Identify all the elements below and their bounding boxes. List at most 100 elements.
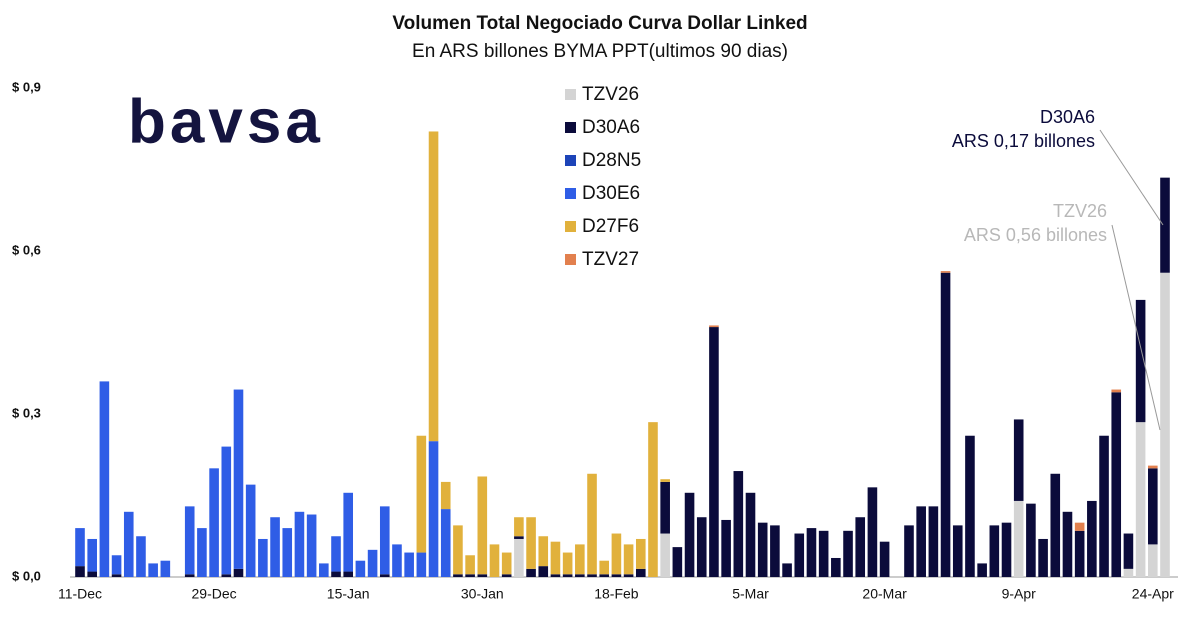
- bar-segment: [745, 492, 756, 577]
- bar-segment: [818, 530, 829, 577]
- bar-segment: [75, 528, 85, 567]
- bar-segment: [111, 555, 122, 575]
- bar-segment: [1111, 389, 1122, 393]
- bar-segment: [233, 568, 244, 577]
- bar-segment: [831, 557, 841, 577]
- bar-segment: [721, 519, 731, 577]
- bar-segment: [221, 446, 232, 575]
- bar-segment: [1148, 465, 1158, 469]
- bar-segment: [770, 525, 780, 577]
- legend-swatch: [565, 122, 576, 133]
- bar-segment: [1099, 435, 1109, 577]
- bar-segment: [1062, 511, 1073, 577]
- bar-segment: [855, 517, 866, 577]
- bar-segment: [660, 479, 670, 482]
- x-tick-label: 5-Mar: [732, 586, 769, 602]
- bar-segment: [806, 528, 817, 577]
- bar-segment: [940, 272, 951, 577]
- bar-segment: [965, 435, 975, 577]
- bar-segment: [428, 131, 439, 442]
- bar-segment: [1148, 468, 1158, 545]
- bar-segment: [1123, 533, 1134, 569]
- bar-segment: [184, 574, 195, 577]
- bar-segment: [75, 566, 85, 577]
- legend-label: D28N5: [582, 150, 641, 171]
- bar-segment: [319, 563, 329, 577]
- y-tick-label: $ 0,3: [12, 405, 41, 420]
- x-tick-label: 20-Mar: [862, 586, 907, 602]
- bar-segment: [440, 509, 451, 577]
- bar-segment: [550, 541, 561, 575]
- x-tick-label: 30-Jan: [461, 586, 504, 602]
- bar-segment: [587, 473, 597, 575]
- y-tick-label: $ 0,9: [12, 79, 41, 94]
- chart-title: Volumen Total Negociado Curva Dollar Lin…: [392, 13, 807, 34]
- legend-swatch: [565, 155, 576, 166]
- bar-segment: [477, 574, 488, 577]
- bar-segment: [1111, 392, 1122, 577]
- annotation: D30A6: [1040, 107, 1095, 127]
- bar-segment: [1148, 544, 1158, 577]
- bar-segment: [501, 574, 512, 577]
- bar-segment: [599, 574, 610, 577]
- bar-segment: [928, 506, 939, 577]
- bar-segment: [562, 574, 573, 577]
- annotation-leader: [1099, 129, 1164, 226]
- bar-segment: [526, 568, 536, 577]
- bar-segment: [611, 574, 622, 577]
- y-tick-label: $ 0,6: [12, 242, 41, 257]
- bar-segment: [379, 506, 390, 575]
- bar-segment: [709, 327, 719, 577]
- bar-segment: [904, 525, 914, 577]
- bar-segment: [538, 566, 549, 577]
- bar-segment: [1001, 522, 1012, 577]
- bar-segment: [379, 574, 390, 577]
- bar-segment: [660, 481, 670, 534]
- bar-segment: [331, 536, 341, 572]
- bar-segment: [477, 476, 488, 575]
- bar-segment: [367, 549, 378, 577]
- bar-segment: [538, 536, 549, 567]
- bar-segment: [355, 560, 366, 577]
- bar-segment: [416, 552, 427, 577]
- legend-label: D27F6: [582, 216, 639, 237]
- bar-segment: [465, 555, 475, 575]
- bar-segment: [940, 271, 951, 273]
- bar-segment: [1074, 530, 1085, 577]
- bar-segment: [221, 574, 232, 577]
- bar-segment: [343, 492, 354, 572]
- bar-segment: [343, 571, 354, 577]
- bar-segment: [1135, 422, 1146, 577]
- x-tick-label: 11-Dec: [58, 586, 102, 602]
- legend-label: TZV27: [582, 249, 639, 270]
- bar-segment: [562, 552, 573, 575]
- bar-segment: [709, 325, 719, 328]
- bar-segment: [282, 528, 293, 577]
- bar-segment: [1038, 538, 1048, 577]
- bar-segment: [587, 574, 597, 577]
- bar-segment: [733, 471, 744, 577]
- bar-segment: [794, 533, 805, 577]
- bar-segment: [514, 536, 524, 539]
- bar-segment: [136, 536, 146, 577]
- bar-segment: [428, 441, 439, 577]
- bar-segment: [1026, 503, 1036, 577]
- bar-segment: [660, 533, 670, 577]
- bar-segment: [672, 547, 683, 577]
- bar-segment: [209, 468, 219, 577]
- bar-segment: [977, 563, 987, 577]
- bar-segment: [258, 538, 268, 577]
- x-tick-label: 9-Apr: [1002, 586, 1037, 602]
- bar-segment: [635, 538, 646, 569]
- annotation: TZV26: [1053, 201, 1107, 221]
- bar-segment: [623, 574, 634, 577]
- bar-segment: [489, 544, 500, 577]
- bar-segment: [1074, 522, 1085, 531]
- bar-segment: [879, 541, 890, 577]
- bar-segment: [416, 435, 427, 553]
- bar-segment: [575, 544, 585, 575]
- bar-segment: [635, 568, 646, 577]
- bar-segment: [514, 538, 524, 577]
- bar-segment: [1160, 177, 1170, 273]
- chart-subtitle: En ARS billones BYMA PPT(ultimos 90 dias…: [412, 41, 788, 62]
